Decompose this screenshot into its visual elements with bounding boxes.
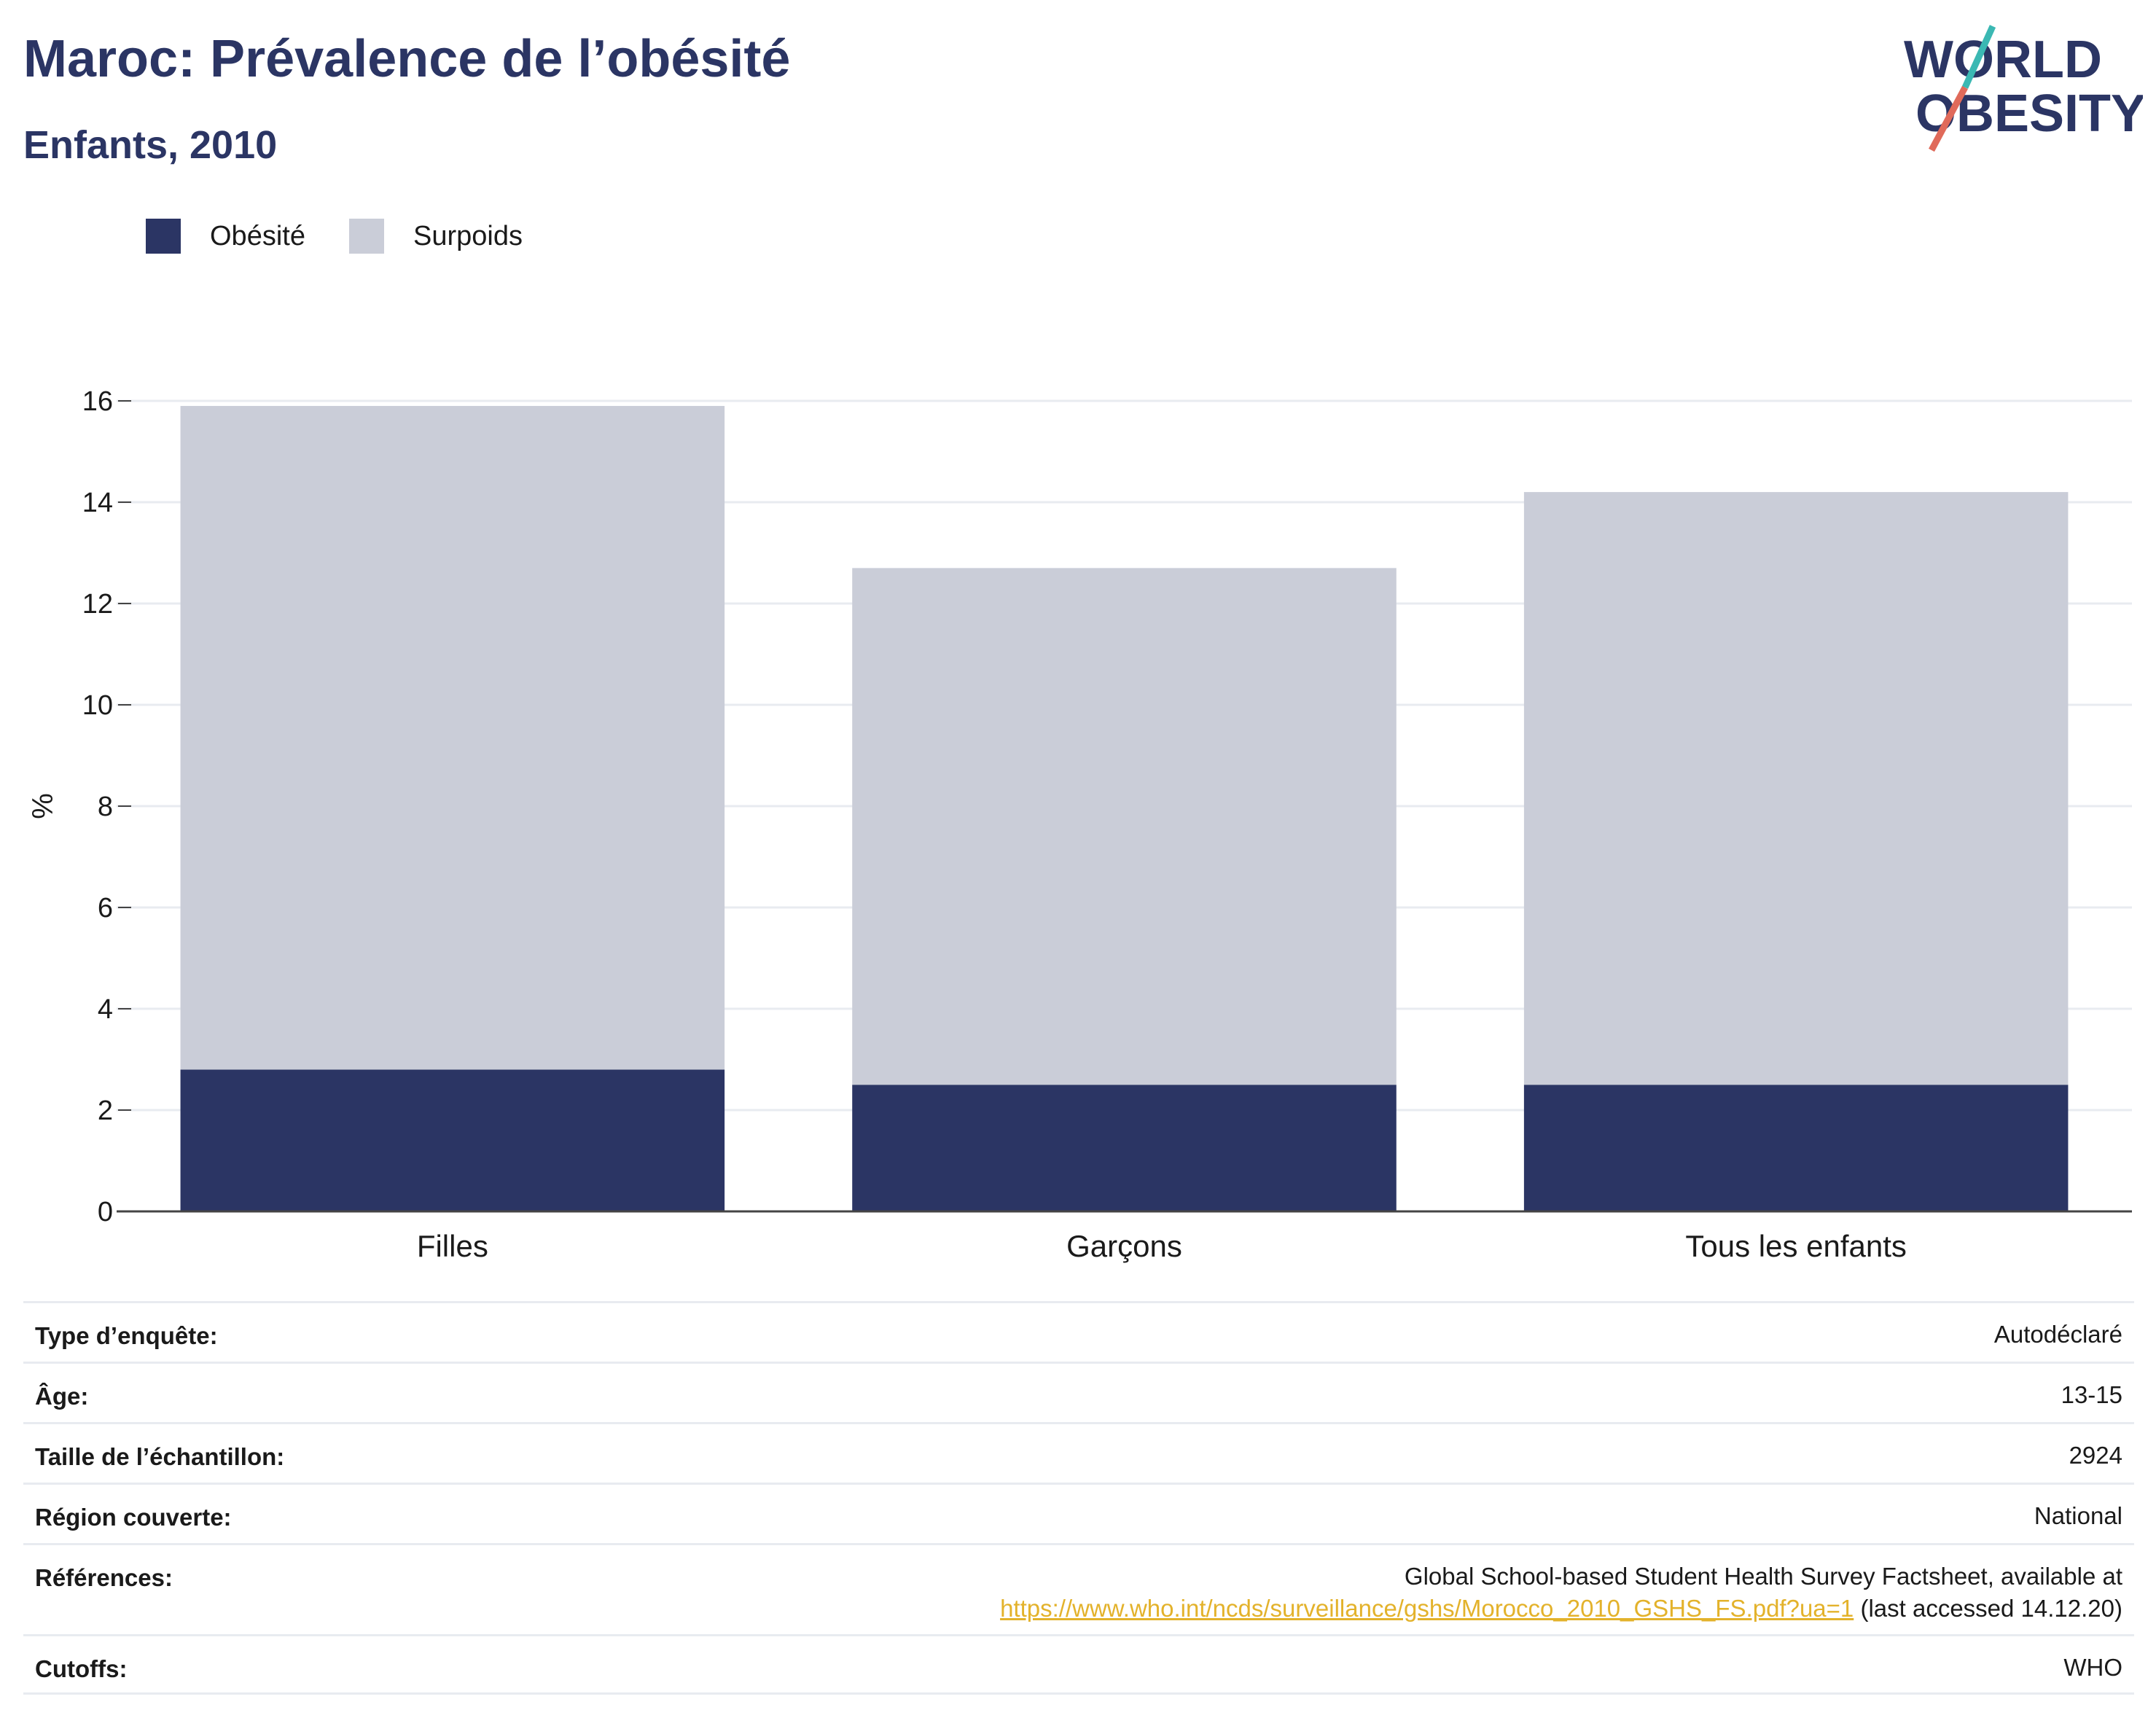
y-tick-label: 14 xyxy=(82,488,113,518)
info-row-sample-size: Taille de l’échantillon: 2924 xyxy=(23,1422,2134,1483)
references-text: Global School-based Student Health Surve… xyxy=(1404,1563,2122,1590)
info-value-cutoffs: WHO xyxy=(2063,1654,2122,1681)
y-tick-label: 16 xyxy=(82,386,113,417)
bar-surpoids xyxy=(180,405,725,1070)
info-value-references: Global School-based Student Health Surve… xyxy=(1000,1561,2122,1625)
legend-swatch-surpoids xyxy=(348,219,384,254)
logo-slash-teal xyxy=(1961,25,1996,89)
info-row-references: Références: Global School-based Student … xyxy=(23,1543,2134,1634)
x-tick-label: Tous les enfants xyxy=(1685,1229,1907,1263)
references-link[interactable]: https://www.who.int/ncds/surveillance/gs… xyxy=(1000,1595,1854,1622)
info-label-survey-type: Type d’enquête: xyxy=(35,1322,218,1349)
info-value-sample-size: 2924 xyxy=(2069,1442,2122,1469)
y-tick-label: 4 xyxy=(98,994,113,1025)
legend-item-surpoids[interactable]: Surpoids xyxy=(348,219,523,254)
info-row-cutoffs: Cutoffs: WHO xyxy=(23,1634,2134,1695)
legend-label-surpoids: Surpoids xyxy=(413,220,523,251)
legend-label-obesite: Obésité xyxy=(210,220,305,251)
bar-obesite xyxy=(852,1085,1397,1211)
info-value-age: 13-15 xyxy=(2061,1381,2122,1408)
info-label-region: Région couverte: xyxy=(35,1504,232,1531)
info-value-survey-type: Autodéclaré xyxy=(1993,1321,2122,1348)
survey-info-table: Type d’enquête: Autodéclaré Âge: 13-15 T… xyxy=(23,1301,2134,1695)
y-tick-label: 10 xyxy=(82,690,113,721)
y-tick-label: 12 xyxy=(82,589,113,620)
info-row-age: Âge: 13-15 xyxy=(23,1362,2134,1422)
info-label-age: Âge: xyxy=(35,1383,89,1410)
y-tick-label: 2 xyxy=(98,1096,113,1126)
y-tick-label: 6 xyxy=(98,893,113,923)
y-tick-label: 0 xyxy=(98,1197,113,1227)
bar-obesite xyxy=(180,1069,725,1211)
y-tick-label: 8 xyxy=(98,792,113,822)
info-value-region: National xyxy=(2034,1502,2122,1529)
legend-swatch-obesite xyxy=(146,219,181,254)
world-obesity-logo: WORLD OBESITY xyxy=(1904,25,2143,152)
references-accessed: (last accessed 14.12.20) xyxy=(1854,1595,2122,1622)
info-row-survey-type: Type d’enquête: Autodéclaré xyxy=(23,1301,2134,1362)
chart-legend: Obésité Surpoids xyxy=(146,217,566,255)
y-axis-label: % xyxy=(27,793,59,819)
legend-item-obesite[interactable]: Obésité xyxy=(146,219,305,254)
chart-subtitle: Enfants, 2010 xyxy=(23,123,278,167)
info-row-region: Région couverte: National xyxy=(23,1483,2134,1543)
info-label-cutoffs: Cutoffs: xyxy=(35,1655,128,1682)
bar-obesite xyxy=(1523,1085,2069,1211)
chart-title: Maroc: Prévalence de l’obésité xyxy=(23,30,791,88)
info-label-references: Références: xyxy=(35,1564,173,1591)
x-tick-label: Filles xyxy=(417,1229,488,1263)
bar-surpoids xyxy=(852,568,1397,1085)
bar-surpoids xyxy=(1523,492,2069,1085)
bar-chart: 0 2 4 6 8 10 12 14 16% Filles Garçons Tous les enfa… xyxy=(27,386,2132,1263)
info-label-sample-size: Taille de l’échantillon: xyxy=(35,1443,285,1470)
x-tick-label: Garçons xyxy=(1066,1229,1182,1263)
logo-slash-coral xyxy=(1929,85,1968,152)
logo-line-1: WORLD xyxy=(1904,31,2102,89)
